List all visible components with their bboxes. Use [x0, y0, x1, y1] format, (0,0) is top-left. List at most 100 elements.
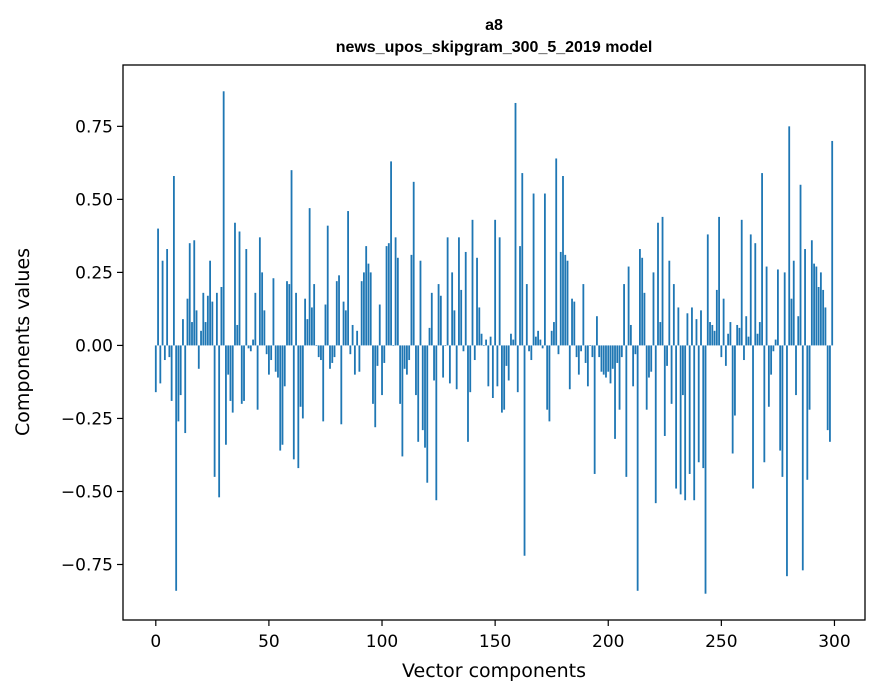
- bar: [487, 345, 490, 387]
- bar: [749, 234, 752, 346]
- bar: [301, 345, 304, 419]
- bar: [781, 345, 784, 477]
- bar: [263, 310, 266, 346]
- bar: [691, 307, 693, 346]
- bar: [697, 345, 700, 463]
- bar: [713, 330, 716, 346]
- bar: [258, 237, 261, 346]
- bar: [480, 333, 483, 346]
- bar: [562, 176, 564, 346]
- bar: [795, 345, 797, 396]
- bar: [290, 170, 293, 346]
- bar: [503, 345, 506, 410]
- bar: [331, 345, 334, 363]
- bar: [209, 260, 211, 346]
- bar: [772, 345, 775, 352]
- y-tick-label: 0.25: [75, 263, 113, 283]
- x-axis-label: Vector components: [402, 660, 586, 682]
- bar: [623, 284, 625, 346]
- bar: [442, 345, 445, 378]
- bar: [537, 330, 540, 346]
- bar: [727, 333, 730, 346]
- bar: [745, 316, 748, 346]
- bar: [406, 345, 408, 375]
- bar: [243, 345, 245, 401]
- bar: [225, 345, 227, 445]
- bar: [700, 310, 702, 346]
- bar: [229, 345, 232, 401]
- bar: [557, 345, 560, 355]
- bar: [295, 292, 297, 346]
- bar: [654, 345, 657, 504]
- bar: [252, 339, 254, 346]
- bar: [277, 345, 279, 378]
- bar: [546, 345, 549, 410]
- bar: [333, 345, 336, 358]
- bar: [636, 345, 639, 591]
- bar: [718, 216, 720, 346]
- bar: [586, 345, 589, 387]
- bar: [315, 345, 318, 347]
- bar: [220, 287, 223, 346]
- bar: [213, 345, 216, 477]
- bar: [453, 310, 456, 346]
- bar: [736, 324, 739, 346]
- bar: [661, 216, 664, 346]
- bar: [657, 222, 659, 346]
- bar: [170, 345, 173, 401]
- bar: [358, 345, 361, 372]
- bar: [437, 284, 440, 346]
- bar: [675, 345, 678, 489]
- bar: [496, 345, 499, 387]
- bar: [322, 345, 325, 422]
- bar: [172, 176, 175, 346]
- bar: [804, 249, 806, 346]
- bar: [444, 345, 447, 347]
- bar: [421, 345, 424, 431]
- bar: [758, 322, 761, 346]
- y-tick-label: 0.00: [75, 336, 113, 356]
- bar: [831, 140, 834, 346]
- bar: [385, 246, 388, 346]
- bar: [516, 345, 519, 393]
- bar: [381, 345, 383, 396]
- bar: [605, 345, 607, 378]
- bar: [286, 281, 288, 346]
- bar: [448, 345, 451, 384]
- bar: [799, 184, 802, 346]
- bar: [367, 263, 370, 346]
- bar: [614, 345, 616, 439]
- bar: [731, 345, 734, 454]
- bar: [813, 263, 816, 346]
- bar: [639, 249, 641, 346]
- y-tick-label: −0.75: [61, 556, 113, 576]
- bar: [584, 345, 587, 363]
- bar: [564, 254, 567, 346]
- bar: [767, 345, 770, 407]
- bar: [770, 345, 773, 375]
- bar: [505, 345, 508, 366]
- bar: [525, 284, 528, 346]
- bar: [202, 292, 205, 346]
- bar: [184, 345, 187, 434]
- bar: [672, 284, 675, 346]
- bar: [679, 345, 682, 495]
- bar: [582, 284, 585, 346]
- bar: [761, 173, 763, 346]
- bar: [455, 345, 458, 390]
- bar: [747, 336, 750, 346]
- bar: [157, 228, 159, 346]
- bar: [344, 310, 347, 346]
- x-tick-label: 50: [258, 632, 280, 652]
- bar: [177, 345, 180, 422]
- bar: [541, 345, 544, 349]
- bar: [824, 307, 827, 346]
- bar: [403, 345, 406, 369]
- bar: [433, 345, 435, 381]
- bar: [534, 336, 537, 346]
- bar: [166, 249, 169, 346]
- bar: [428, 327, 431, 346]
- bar: [376, 345, 379, 366]
- bar: [476, 257, 478, 346]
